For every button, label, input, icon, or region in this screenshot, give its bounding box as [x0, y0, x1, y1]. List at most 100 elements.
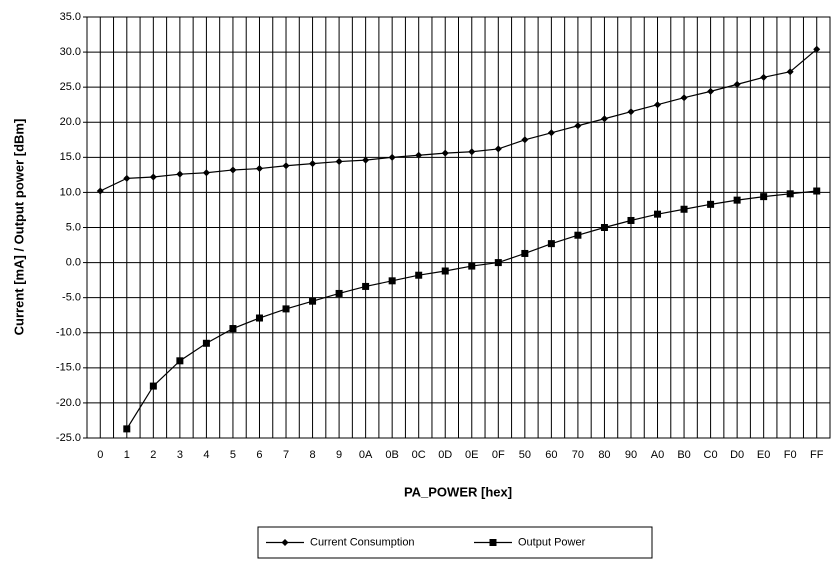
x-tick-label: C0 [704, 449, 718, 461]
x-tick-label: 80 [598, 449, 610, 461]
data-point [521, 136, 529, 144]
y-tick-label: -5.0 [62, 292, 81, 304]
data-point [309, 160, 317, 168]
x-tick-label: 5 [230, 449, 236, 461]
data-point [468, 262, 476, 270]
x-tick-label: 0F [492, 449, 505, 461]
x-tick-label: 2 [150, 449, 156, 461]
data-point [255, 314, 263, 322]
data-point [707, 200, 715, 208]
x-tick-label: 0C [412, 449, 426, 461]
data-point [255, 165, 263, 173]
x-tick-label: 70 [572, 449, 584, 461]
data-point [441, 267, 449, 275]
data-point [547, 240, 555, 248]
data-point [282, 305, 290, 313]
x-tick-label: 4 [203, 449, 209, 461]
x-tick-label: A0 [651, 449, 664, 461]
data-point [96, 187, 104, 195]
data-point [335, 289, 343, 297]
data-point [309, 297, 317, 305]
data-point [282, 162, 290, 170]
x-tick-label: FF [810, 449, 824, 461]
data-point [229, 325, 237, 333]
x-tick-label: 8 [309, 449, 315, 461]
x-tick-label: B0 [677, 449, 690, 461]
data-point [786, 68, 794, 76]
data-point [494, 259, 502, 267]
data-point [123, 425, 131, 433]
x-tick-label: 9 [336, 449, 342, 461]
x-tick-label: 1 [124, 449, 130, 461]
data-point [813, 45, 821, 53]
x-tick-label: 3 [177, 449, 183, 461]
data-point [521, 249, 529, 257]
data-point [176, 170, 184, 178]
x-tick-label: 60 [545, 449, 557, 461]
y-tick-label: 5.0 [66, 221, 81, 233]
y-tick-label: -10.0 [56, 327, 81, 339]
data-point [733, 80, 741, 88]
data-point [760, 193, 768, 201]
data-point [202, 339, 210, 347]
x-tick-label: 7 [283, 449, 289, 461]
data-point [627, 108, 635, 116]
y-tick-label: 15.0 [60, 151, 81, 163]
data-point [468, 148, 476, 156]
legend-marker [489, 539, 497, 546]
x-tick-label: 0D [438, 449, 452, 461]
series-line [100, 48, 818, 192]
x-tick-label: F0 [784, 449, 797, 461]
y-tick-label: 10.0 [60, 186, 81, 198]
y-tick-label: 0.0 [66, 256, 81, 268]
data-point [362, 282, 370, 290]
data-point [149, 173, 157, 181]
plot-border [86, 16, 831, 439]
data-point [362, 156, 370, 164]
data-point [415, 151, 423, 159]
data-point [441, 149, 449, 157]
legend-marker [281, 539, 289, 546]
data-point [707, 87, 715, 95]
data-point [654, 101, 662, 109]
data-point [627, 216, 635, 224]
x-tick-label: 0 [97, 449, 103, 461]
x-tick-label: 50 [519, 449, 531, 461]
x-tick-label: 0B [385, 449, 398, 461]
data-point [600, 115, 608, 123]
data-point [654, 210, 662, 218]
data-point [600, 224, 608, 231]
legend-label: Output Power [518, 536, 586, 548]
data-point [123, 174, 131, 182]
x-tick-label: E0 [757, 449, 770, 461]
y-tick-label: -25.0 [56, 432, 81, 444]
x-axis-title: PA_POWER [hex] [404, 484, 512, 499]
x-tick-label: 0E [465, 449, 478, 461]
data-point [574, 122, 582, 130]
data-point [574, 231, 582, 239]
data-point [760, 73, 768, 81]
data-point [813, 187, 821, 195]
y-axis-title: Current [mA] / Output power [dBm] [11, 119, 26, 336]
legend-box [257, 526, 653, 559]
x-tick-label: 6 [256, 449, 262, 461]
y-tick-label: 20.0 [60, 116, 81, 128]
x-tick-label: 90 [625, 449, 637, 461]
y-tick-label: 30.0 [60, 46, 81, 58]
data-point [202, 169, 210, 177]
y-tick-label: -15.0 [56, 362, 81, 374]
data-point [176, 357, 184, 365]
data-point [680, 94, 688, 102]
data-point [415, 271, 423, 279]
x-tick-label: D0 [730, 449, 744, 461]
y-tick-label: -20.0 [56, 397, 81, 409]
data-point [149, 382, 157, 390]
data-point [680, 205, 688, 213]
legend-label: Current Consumption [310, 536, 415, 548]
data-point [388, 277, 396, 285]
data-point [786, 190, 794, 198]
x-tick-label: 0A [359, 449, 373, 461]
data-point [388, 153, 396, 161]
